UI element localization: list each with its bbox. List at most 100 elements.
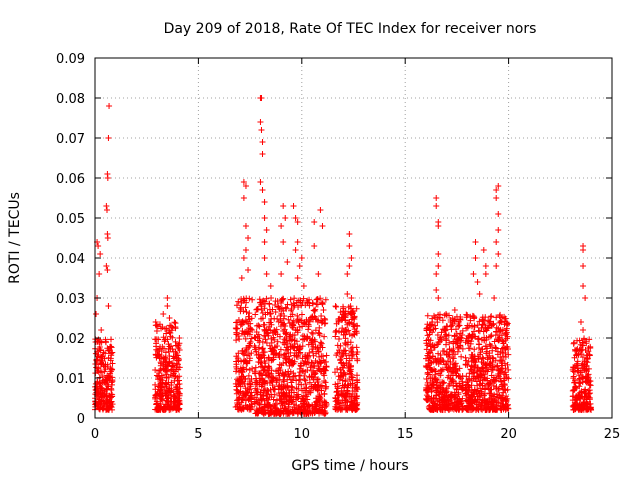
data-point — [341, 383, 348, 390]
data-point — [164, 363, 171, 370]
data-point — [469, 399, 476, 406]
data-point — [167, 333, 174, 340]
data-point — [259, 381, 266, 388]
data-point — [105, 303, 112, 309]
data-point — [574, 362, 581, 369]
data-point — [273, 379, 280, 386]
data-point — [237, 304, 244, 311]
data-point — [435, 295, 442, 301]
data-point — [575, 350, 582, 357]
data-point — [160, 366, 167, 373]
data-point — [471, 328, 478, 335]
data-point — [495, 183, 502, 189]
data-point — [309, 346, 316, 353]
data-point — [105, 347, 112, 354]
data-point — [248, 315, 255, 322]
data-point — [281, 341, 288, 348]
data-point — [159, 391, 166, 398]
data-point — [272, 344, 279, 351]
data-point — [452, 396, 459, 403]
data-point — [433, 357, 440, 364]
data-point — [440, 380, 447, 387]
y-axis-label: ROTI / TECUs — [7, 192, 23, 284]
data-point — [346, 352, 353, 359]
data-point — [259, 406, 266, 413]
data-point — [449, 376, 456, 383]
data-point — [249, 403, 256, 410]
data-point — [353, 344, 360, 351]
data-point — [152, 394, 159, 401]
data-point — [575, 372, 582, 379]
data-point — [446, 339, 453, 346]
data-point — [271, 385, 278, 392]
data-point — [484, 398, 491, 405]
data-point — [347, 381, 354, 388]
data-point — [246, 340, 253, 347]
data-point — [246, 380, 253, 387]
data-point — [289, 311, 296, 318]
data-point — [496, 319, 503, 326]
data-point — [97, 383, 104, 390]
data-point — [342, 331, 349, 338]
data-point — [316, 332, 323, 339]
data-point — [577, 319, 584, 325]
data-point — [234, 387, 241, 394]
data-point — [333, 320, 340, 327]
data-point — [282, 215, 289, 221]
data-point — [474, 336, 481, 343]
data-point — [248, 335, 255, 342]
data-point — [499, 326, 506, 333]
data-point — [109, 391, 116, 398]
data-point — [435, 350, 442, 357]
data-point — [102, 350, 109, 357]
data-point — [157, 344, 164, 351]
data-point — [453, 402, 460, 409]
data-point — [342, 350, 349, 357]
data-point — [468, 334, 475, 341]
data-point — [301, 410, 308, 417]
data-point — [287, 359, 294, 366]
data-point — [451, 361, 458, 368]
x-tick-label: 5 — [194, 427, 202, 442]
data-point — [262, 333, 269, 340]
data-point — [336, 328, 343, 335]
data-point — [450, 348, 457, 355]
data-point — [499, 350, 506, 357]
data-point — [245, 313, 252, 320]
data-point — [350, 405, 357, 412]
data-point — [314, 387, 321, 394]
data-point — [342, 406, 349, 413]
data-point — [285, 370, 292, 377]
data-point — [304, 396, 311, 403]
data-point — [452, 363, 459, 370]
data-point — [162, 371, 169, 378]
data-point — [440, 398, 447, 405]
data-point — [153, 401, 160, 408]
data-point — [285, 316, 292, 323]
data-point — [306, 379, 313, 386]
data-point — [493, 406, 500, 413]
data-point — [242, 317, 249, 324]
data-point — [171, 319, 178, 326]
data-point — [433, 287, 440, 293]
data-point — [175, 345, 182, 352]
data-point — [583, 352, 590, 359]
data-point — [245, 235, 252, 241]
data-point — [315, 348, 322, 355]
data-point — [268, 295, 275, 302]
data-point — [256, 299, 263, 306]
data-point — [162, 349, 169, 356]
data-point — [585, 390, 592, 397]
data-point — [438, 404, 445, 411]
data-point — [238, 320, 245, 327]
data-point — [574, 337, 581, 344]
data-point — [505, 351, 512, 358]
data-point — [304, 335, 311, 342]
data-point — [290, 317, 297, 324]
data-point — [318, 299, 325, 306]
data-point — [477, 374, 484, 381]
data-point — [275, 386, 282, 393]
data-point — [109, 360, 116, 367]
data-point — [334, 342, 341, 349]
data-point — [299, 332, 306, 339]
